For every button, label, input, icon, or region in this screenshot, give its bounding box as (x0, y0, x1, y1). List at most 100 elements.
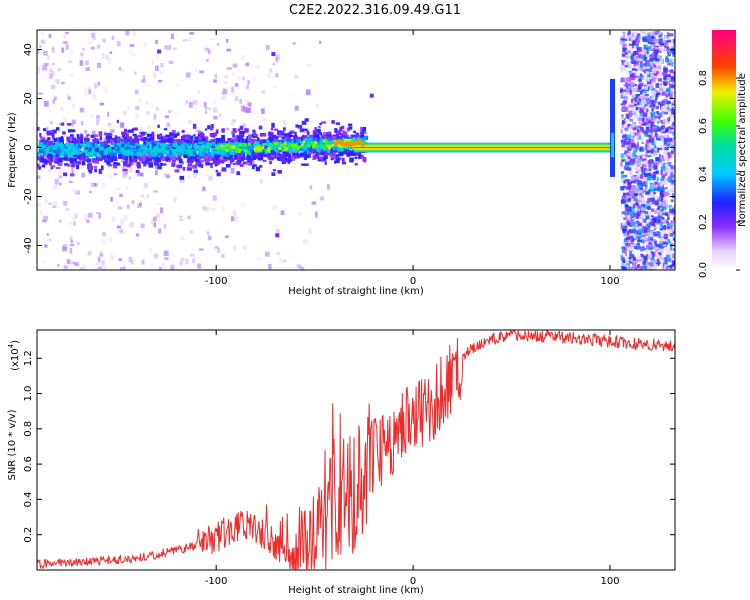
spectrogram-noise-cell (629, 229, 635, 233)
spectrogram-noise-cell (671, 260, 675, 266)
spectrogram-cell (142, 149, 148, 153)
spectrogram-noise-cell (660, 157, 665, 162)
spectrogram-cell (133, 127, 138, 131)
spectrogram-cell (269, 161, 272, 165)
spectrogram-noise-cell (664, 104, 669, 108)
spectrogram-cell (92, 159, 96, 163)
spectrogram-noise-cell (272, 62, 275, 66)
spectrogram-noise-cell (668, 110, 673, 113)
spectrogram-noise-cell (42, 65, 48, 71)
spectrogram-noise-cell (646, 79, 652, 85)
spectrogram-noise-cell (92, 94, 96, 100)
spectrogram-cell (141, 138, 146, 142)
spectrogram-cell (239, 143, 243, 147)
spectrogram-noise-cell (666, 37, 671, 43)
spectrogram-noise-cell (644, 204, 650, 209)
spectrogram-noise-cell (664, 75, 668, 81)
spectrogram-noise-cell (655, 71, 659, 75)
spectrogram-cell (181, 137, 186, 142)
spectrogram-noise-cell (634, 224, 638, 229)
spectrogram-cell (85, 156, 88, 160)
spectrogram-cell (180, 142, 185, 148)
spectrogram-cell (105, 144, 111, 148)
spectrogram-noise-cell (637, 136, 642, 140)
spectrogram-noise-cell (631, 219, 634, 223)
spectrogram-cell (182, 134, 186, 139)
spectrogram-cell (149, 152, 154, 155)
spectrogram-cell (178, 158, 183, 164)
spectrogram-cell (186, 145, 190, 149)
spectrogram-noise-cell (668, 79, 674, 82)
spectrogram-noise-cell (150, 264, 153, 269)
spectrogram-cell (212, 148, 216, 152)
spectrogram-cell (141, 131, 145, 136)
spectrogram-noise-cell (647, 172, 652, 177)
spectrogram-noise-cell (654, 227, 657, 231)
spectrogram-cell (271, 52, 276, 57)
spectrogram-noise-cell (109, 124, 113, 130)
spectrogram-cell (313, 141, 317, 145)
spectrogram-cell (278, 149, 282, 153)
spectrogram-cell (122, 168, 128, 172)
spectrogram-cell (293, 144, 297, 148)
spectrogram-noise-cell (661, 168, 665, 174)
spectrogram-noise-cell (638, 132, 643, 136)
spectrogram-noise-cell (654, 47, 660, 50)
spectrogram-cell (169, 149, 173, 155)
spectrogram-cell (68, 147, 72, 151)
spectrogram-noise-cell (656, 195, 659, 200)
spectrogram-cell (43, 128, 47, 131)
spectrogram-noise-cell (226, 48, 232, 52)
spectrogram-noise-cell (658, 116, 661, 120)
spectrogram-noise-cell (142, 75, 146, 80)
spectrogram-noise-cell (654, 261, 659, 265)
spectrogram-cell (354, 163, 358, 166)
spectrogram-noise-cell (634, 97, 638, 102)
snr-ytick-label: 0.2 (23, 527, 34, 543)
spectrogram-noise-cell (659, 69, 663, 73)
spectrogram-noise-cell (621, 53, 627, 57)
spectrogram-cell (44, 158, 48, 164)
spectrogram-noise-cell (622, 43, 627, 49)
spectrogram-noise-cell (637, 180, 642, 185)
spectrogram-cell (212, 152, 216, 158)
spectrogram-noise-cell (656, 111, 659, 114)
spectrogram-cell (220, 159, 225, 163)
spectrogram-noise-cell (622, 101, 626, 106)
spectrogram-noise-cell (662, 48, 666, 53)
spectrogram-cell (258, 125, 263, 130)
spectrogram-noise-cell (188, 37, 193, 42)
spectrogram-noise-cell (59, 182, 62, 186)
spectrogram-noise-cell (289, 93, 292, 96)
spectrogram-noise-cell (666, 121, 670, 124)
spectrogram-xtick-label: -100 (205, 276, 228, 287)
spectrogram-cell (213, 141, 219, 144)
spectrogram-noise-cell (644, 241, 648, 245)
spectrogram-cell (147, 159, 152, 162)
spectrogram-noise-cell (70, 239, 73, 244)
spectrogram-cell (156, 134, 161, 140)
spectrogram-cell (360, 137, 365, 143)
spectrogram-noise-cell (48, 202, 52, 206)
spectrogram-cell (225, 148, 229, 152)
spectrogram-noise-cell (226, 67, 232, 70)
spectrogram-cell (116, 142, 122, 146)
spectrogram-noise-cell (103, 137, 107, 143)
spectrogram-cell (72, 148, 77, 154)
spectrogram-noise-cell (82, 47, 85, 51)
spectrogram-noise-cell (657, 261, 661, 265)
spectrogram-cell (112, 150, 116, 154)
spectrogram-cell (100, 165, 104, 171)
spectrogram-noise-cell (656, 54, 661, 59)
spectrogram-noise-cell (647, 163, 651, 169)
spectrogram-cell (213, 138, 218, 141)
spectrogram-noise-cell (297, 211, 302, 216)
spectrogram-noise-cell (631, 91, 634, 96)
spectrogram-noise-cell (628, 144, 631, 149)
spectrogram-cell (272, 143, 278, 149)
spectrogram-noise-cell (663, 139, 668, 144)
spectrogram-noise-cell (636, 235, 642, 239)
spectrogram-noise-cell (625, 237, 630, 240)
spectrogram-noise-cell (635, 220, 640, 223)
spectrogram-cell (335, 158, 340, 164)
